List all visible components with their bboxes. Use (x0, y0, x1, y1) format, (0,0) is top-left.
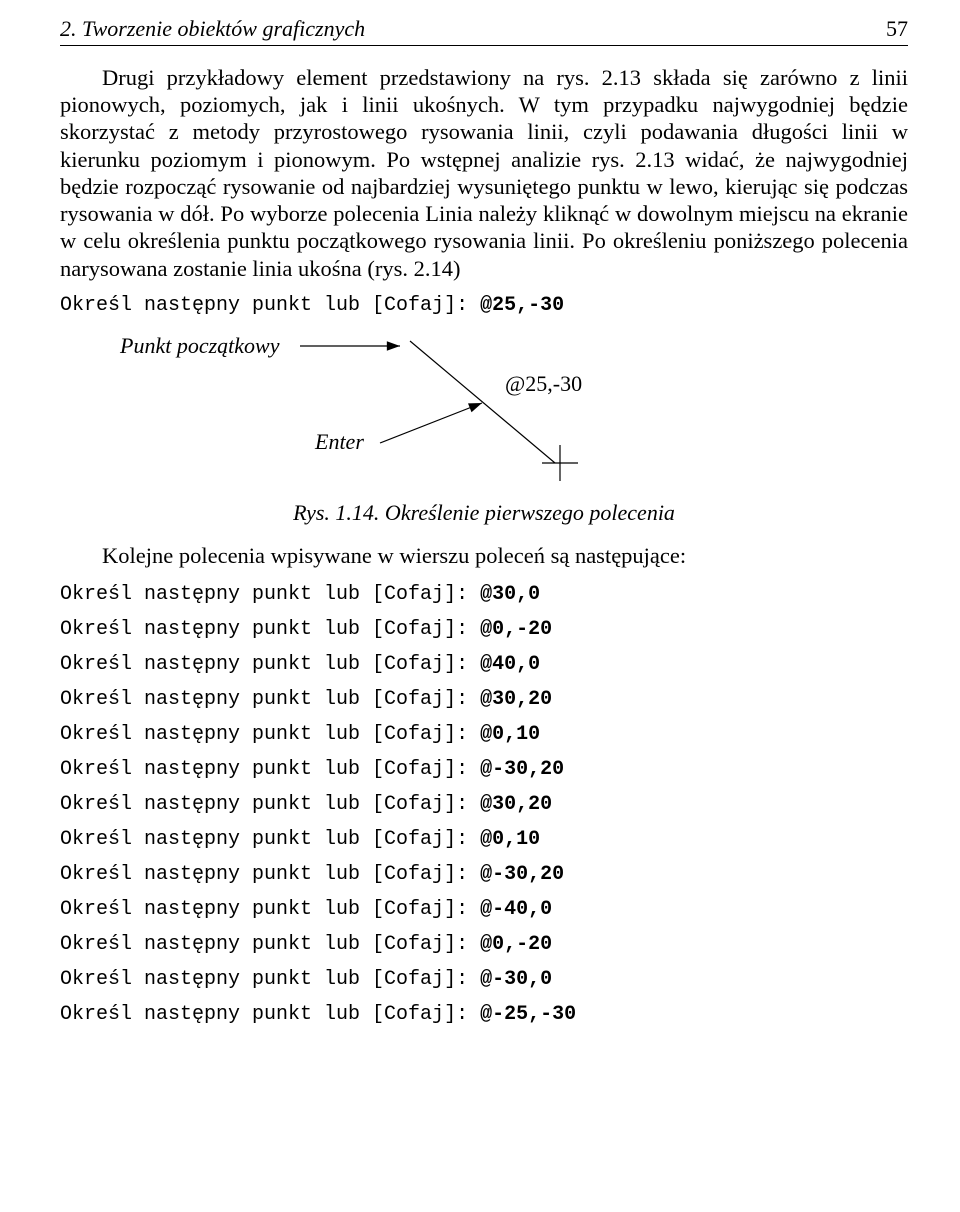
command-prompt-row: Określ następny punkt lub [Cofaj]: @-30,… (60, 964, 908, 995)
label-coord: @25,-30 (505, 371, 582, 397)
command-prompt-row: Określ następny punkt lub [Cofaj]: @-30,… (60, 754, 908, 785)
running-header: 2. Tworzenie obiektów graficznych 57 (60, 16, 908, 46)
label-start-point: Punkt początkowy (120, 333, 279, 359)
page-number: 57 (886, 16, 908, 42)
command-list: Określ następny punkt lub [Cofaj]: @30,0… (60, 579, 908, 1030)
command-prompt-row: Określ następny punkt lub [Cofaj]: @-25,… (60, 999, 908, 1030)
command-prompt-row: Określ następny punkt lub [Cofaj]: @0,-2… (60, 614, 908, 645)
command-prompt-row: Określ następny punkt lub [Cofaj]: @30,0 (60, 579, 908, 610)
command-prompt-initial: Określ następny punkt lub [Cofaj]: @25,-… (60, 290, 908, 321)
command-prompt-row: Określ następny punkt lub [Cofaj]: @30,2… (60, 684, 908, 715)
command-prompt-row: Określ następny punkt lub [Cofaj]: @0,-2… (60, 929, 908, 960)
header-chapter-title: 2. Tworzenie obiektów graficznych (60, 16, 365, 42)
command-prompt-row: Określ następny punkt lub [Cofaj]: @0,10 (60, 824, 908, 855)
command-prompt-row: Określ następny punkt lub [Cofaj]: @40,0 (60, 649, 908, 680)
label-enter: Enter (315, 429, 364, 455)
figure-diagram: Punkt początkowy Enter @25,-30 (120, 331, 760, 496)
command-prompt-row: Określ następny punkt lub [Cofaj]: @-40,… (60, 894, 908, 925)
command-prompt-row: Określ następny punkt lub [Cofaj]: @30,2… (60, 789, 908, 820)
command-prompt-row: Określ następny punkt lub [Cofaj]: @-30,… (60, 859, 908, 890)
document-page: 2. Tworzenie obiektów graficznych 57 Dru… (0, 0, 960, 1212)
followup-paragraph: Kolejne polecenia wpisywane w wierszu po… (60, 542, 908, 569)
main-paragraph: Drugi przykładowy element przedstawiony … (60, 64, 908, 282)
command-prompt-row: Określ następny punkt lub [Cofaj]: @0,10 (60, 719, 908, 750)
figure-caption: Rys. 1.14. Określenie pierwszego polecen… (60, 500, 908, 526)
